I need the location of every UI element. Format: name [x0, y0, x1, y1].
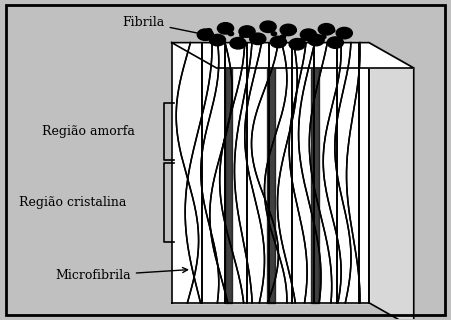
Circle shape [310, 32, 316, 36]
Circle shape [308, 34, 324, 46]
Text: Região amorfa: Região amorfa [42, 125, 134, 138]
Circle shape [336, 28, 352, 39]
Circle shape [240, 34, 245, 37]
Circle shape [249, 29, 254, 32]
Polygon shape [172, 43, 414, 68]
Circle shape [318, 24, 335, 35]
Circle shape [327, 37, 343, 48]
Bar [267, 43, 275, 303]
Circle shape [260, 21, 276, 32]
Circle shape [280, 24, 296, 36]
Circle shape [260, 38, 265, 42]
Circle shape [270, 36, 286, 48]
Circle shape [228, 32, 234, 36]
Circle shape [330, 29, 335, 32]
Circle shape [250, 33, 266, 44]
Circle shape [300, 38, 305, 42]
Text: Fibrila: Fibrila [122, 15, 202, 34]
Circle shape [280, 35, 285, 39]
Bar [225, 43, 232, 303]
Circle shape [217, 23, 234, 34]
Circle shape [219, 37, 225, 41]
Text: Microfibrila: Microfibrila [55, 268, 188, 282]
Bar [311, 43, 319, 303]
Circle shape [197, 29, 213, 40]
Circle shape [239, 26, 255, 37]
Polygon shape [369, 43, 414, 320]
Circle shape [289, 38, 305, 50]
Circle shape [209, 34, 226, 46]
Circle shape [206, 29, 212, 32]
Circle shape [300, 29, 317, 40]
Text: Região cristalina: Região cristalina [19, 196, 127, 209]
Polygon shape [172, 43, 369, 303]
Circle shape [291, 29, 296, 32]
Circle shape [271, 32, 276, 36]
Circle shape [321, 35, 326, 39]
Circle shape [230, 37, 246, 49]
